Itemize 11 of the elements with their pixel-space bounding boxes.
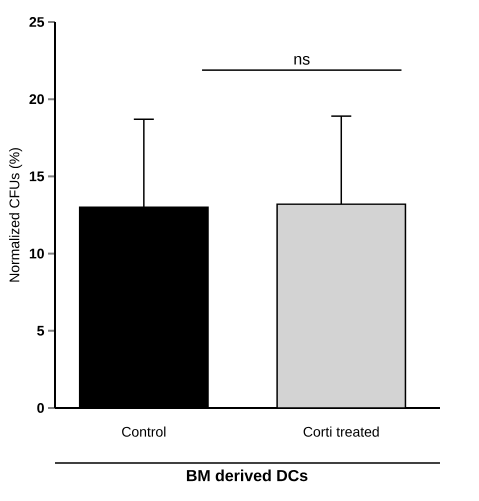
annotation: ns — [294, 56, 310, 65]
y-tick-label: 5 — [37, 326, 44, 336]
y-tick-label: 20 — [29, 94, 44, 104]
y-tick-label: 25 — [29, 17, 44, 27]
x-tick-label: Corti treated — [304, 426, 379, 437]
y-tick-label: 0 — [37, 403, 44, 413]
y-axis-title: Normalized CFUs (%) — [9, 148, 22, 282]
y-tick-label: 10 — [30, 248, 44, 259]
x-axis-title: BM derived DCs — [186, 470, 308, 482]
x-tick-label: Control — [122, 426, 166, 437]
y-tick-label: 15 — [30, 172, 44, 182]
